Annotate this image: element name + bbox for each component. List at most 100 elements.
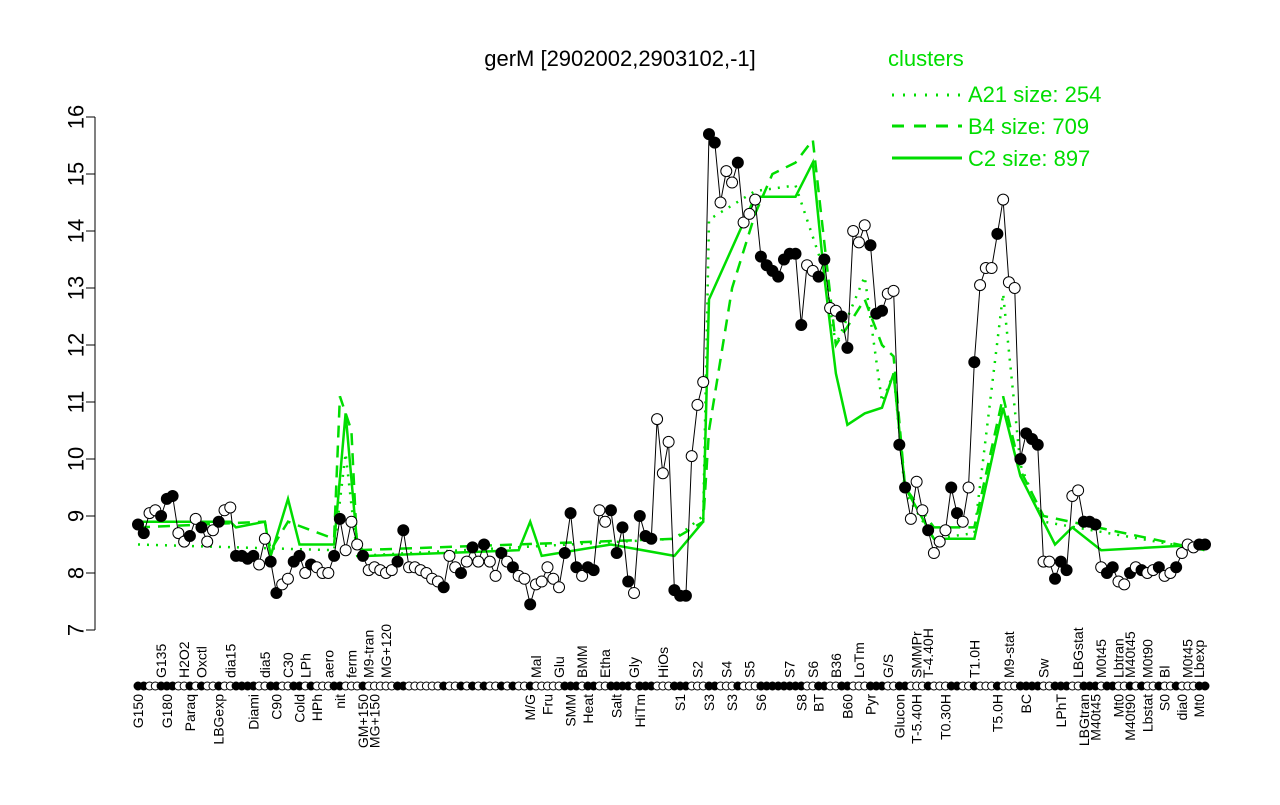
x-label-top: G135 [153,644,169,678]
data-point [1031,438,1044,451]
data-point [356,549,369,562]
data-point [956,515,969,528]
y-tick-label: 10 [64,447,89,471]
data-point [697,376,710,389]
x-label-top: LPh [297,653,313,678]
data-point [443,549,456,562]
data-point [858,219,871,232]
x-label-bottom: S1 [672,694,688,711]
x-label-bottom: S3 [701,694,717,711]
data-point [466,541,479,554]
x-label-bottom: LBGtran [1076,694,1092,746]
x-label-top: dia15 [222,644,238,678]
data-point [887,284,900,297]
y-tick-label: 9 [64,510,89,522]
x-label-bottom: HiTm [632,694,648,727]
data-point [506,561,519,574]
x-label-top: Etha [597,649,613,678]
data-point [172,527,185,540]
x-label-top: aero [320,650,336,678]
data-point [397,524,410,537]
data-point [454,567,467,579]
data-point [1106,561,1119,574]
x-label-top: M9-tran [361,630,377,678]
x-label-bottom: T5.0H [989,694,1005,732]
data-point [950,507,963,520]
data-point [385,564,398,577]
x-label-bottom: S8 [793,694,809,711]
x-label-top: LBGstat [1070,627,1086,678]
data-point [852,236,865,249]
data-point [754,250,767,263]
data-point [962,481,975,494]
data-point [328,549,341,562]
data-point [702,128,715,141]
data-point [628,586,641,599]
x-label-top: M0t90 [1139,639,1155,678]
x-label-top: Bl [1157,666,1173,678]
data-point [483,555,496,568]
legend-label-a21: A21 size: 254 [968,82,1101,107]
cluster-line-b4 [137,136,1206,554]
data-point [818,253,831,266]
x-label-bottom: M40t45 [1087,694,1103,741]
x-label-bottom: SMM [563,694,579,727]
data-point [495,547,508,560]
data-point [795,319,808,332]
data-point [1152,561,1165,574]
x-label-bottom: M40t90 [1122,694,1138,741]
data-point [679,589,692,602]
data-point [253,558,266,571]
data-point [968,356,981,369]
data-point [991,227,1004,240]
data-point [1014,453,1027,465]
data-point [622,575,635,588]
data-point [1199,538,1211,551]
cluster-line-c2 [138,158,1206,558]
x-label-top: Lbexp [1191,640,1207,678]
data-point [616,521,629,534]
data-point [916,504,929,517]
y-tick-label: 13 [64,276,89,300]
x-label-bottom: LPhT [1053,694,1069,728]
x-label-top: Lbtran [1110,638,1126,678]
x-label-bottom: S0 [1157,694,1173,711]
data-point [864,239,877,252]
data-point [604,504,617,517]
x-label-bottom: GM+150 [355,694,371,748]
chart-title: gerM [2902002,2903102,-1] [484,46,756,71]
y-tick-label: 16 [64,105,89,129]
data-point [206,524,219,537]
data-point [1008,282,1021,294]
data-point [835,310,848,323]
data-point [726,176,739,189]
data-point [749,193,762,206]
data-point [1118,578,1131,591]
x-label-top: S6 [805,661,821,678]
data-point [933,535,946,548]
data-point [576,569,589,582]
data-point [1175,547,1188,560]
x-label-bottom: Paraq [182,694,198,731]
legend: clusters A21 size: 254 B4 size: 709 C2 s… [888,46,1101,171]
data-point [212,515,225,528]
x-label-top: S5 [741,661,757,678]
data-point [553,581,566,594]
legend-label-b4: B4 size: 709 [968,114,1089,139]
x-label-bottom: dia0 [1174,694,1190,721]
data-point [339,544,352,557]
x-label-bottom: BT [811,694,827,712]
data-point [847,225,860,237]
x-label-top: S2 [689,661,705,678]
data-point [691,398,704,411]
x-label-bottom: Heat [580,694,596,724]
data-point [927,547,940,560]
data-point [137,527,150,540]
data-point [524,598,537,611]
x-label-bottom: MG+150 [366,694,382,748]
x-label-bottom: M/G [522,694,538,720]
x-label-bottom: Diami [245,694,261,730]
data-point [812,270,825,283]
data-point [587,564,600,577]
